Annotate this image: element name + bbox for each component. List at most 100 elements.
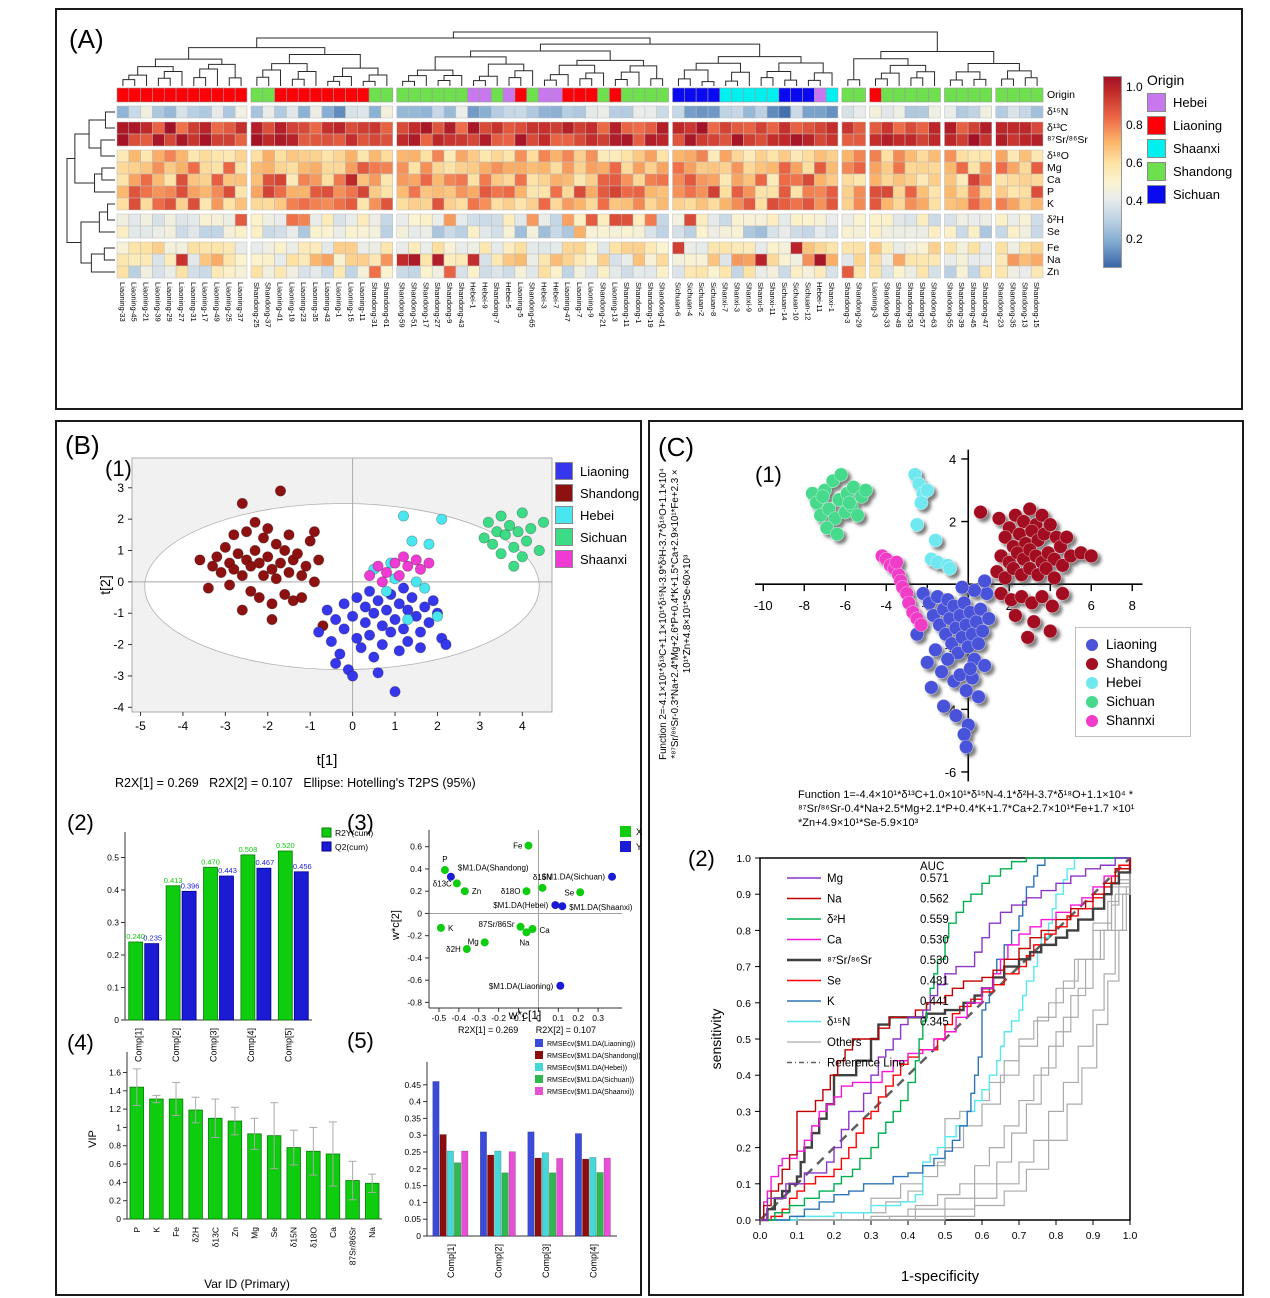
legend-swatch	[555, 484, 573, 502]
axis-text: 0	[116, 1214, 121, 1224]
axis-text: Se	[564, 888, 574, 897]
axis-text: RMSEcv($M1.DA(Hebei))	[547, 1065, 627, 1072]
axis-text: 0.6	[736, 998, 751, 1010]
axis-text: VIP	[87, 1130, 99, 1148]
axis-text: 0.396	[181, 881, 200, 890]
axis-text: 0.3	[736, 1106, 751, 1118]
axis-text: -6	[839, 598, 851, 613]
axis-text: 0.6	[975, 1230, 990, 1242]
axis-text: 0.9	[736, 889, 751, 901]
axis-text: 0.562	[920, 894, 949, 906]
axis-text: Function 2=-4.1×10¹*δ¹³C+1.1×10¹*δ¹⁵N-3.…	[658, 468, 669, 760]
axis-text: $M1.DA(Shandong)	[458, 864, 529, 873]
axis-text: 0.8	[1049, 1230, 1064, 1242]
discriminant-scatter-plot: -10-8-6-4-22468-6-4-2240	[754, 449, 1143, 782]
colorbar-tick: 0.6	[1126, 156, 1143, 170]
axis-text: δ18O	[501, 887, 521, 896]
b1-caption: R2X[1] = 0.269 R2X[2] = 0.107 Ellipse: H…	[115, 776, 476, 790]
heatmap-column-label: Hebei-9	[480, 282, 490, 309]
heatmap-column-label: Liaoning-43	[322, 282, 332, 322]
axis-text: 3	[477, 719, 484, 733]
equation-line: *Zn+4.9×10¹*Se-5.9×10³	[798, 817, 919, 829]
heatmap-column-label: Sichuan-2	[697, 282, 707, 317]
legend-label: Liaoning	[580, 463, 630, 479]
heatmap-column-label: Liaoning-39	[153, 282, 163, 322]
axis-text: -1	[305, 719, 316, 733]
axis-text: Comp[2]	[493, 1244, 503, 1278]
axis-text: Y	[636, 842, 642, 852]
axis-text: δ13C	[210, 1227, 220, 1247]
axis-text: 0.9	[1086, 1230, 1101, 1242]
axis-text: 0.4	[107, 885, 119, 895]
axis-text: ⁸⁷Sr/⁸⁶Sr	[827, 955, 872, 967]
axis-text: -1	[113, 606, 124, 620]
panel-c1-label: (1)	[755, 462, 782, 487]
heatmap-column-label: Liaoning-47	[563, 282, 573, 322]
heatmap-column-label: Shandong-55	[945, 282, 955, 328]
heatmap-column-label: Shanxi-7	[720, 282, 730, 312]
legend-swatch	[555, 506, 573, 524]
axis-text: 2	[434, 719, 441, 733]
column-dendrogram	[122, 31, 1038, 86]
panel-b2-label: (2)	[67, 810, 94, 835]
heatmap-column-label: Liaoning-9	[586, 282, 596, 318]
axis-text: 0.470	[201, 857, 220, 866]
axis-text: 0.6	[410, 842, 422, 852]
heatmap-row-label: Origin	[1047, 89, 1076, 101]
heatmap-row-label: δ¹⁵N	[1047, 106, 1069, 118]
axis-text: 0.443	[218, 866, 237, 875]
axis-text: 4	[519, 719, 526, 733]
heatmap-column-label: Liaoning-15	[346, 282, 356, 322]
axis-text: 0.530	[920, 955, 949, 967]
panel-b3-label: (3)	[347, 810, 374, 835]
heatmap-column-label: Shandong-15	[1032, 282, 1042, 328]
panel-b4-label: (4)	[67, 1030, 94, 1055]
axis-text: 1	[117, 544, 124, 558]
heatmap-column-label: Shandong-1	[633, 282, 643, 324]
axis-text: 0.530	[920, 935, 949, 947]
heatmap-column-label: Sichuan-14	[779, 282, 789, 321]
axis-text: AUC	[920, 861, 944, 873]
axis-text: -2	[262, 719, 273, 733]
axis-text: -6	[945, 765, 957, 780]
c1-legend-item: Sichuan	[1086, 694, 1182, 709]
axis-text: 0.8	[736, 925, 751, 937]
colorbar-gradient	[1103, 76, 1122, 268]
c1-legend-item: Hebei	[1086, 675, 1182, 690]
heatmap-row-label: Na	[1047, 254, 1061, 266]
axis-text: 1.0	[736, 853, 751, 865]
axis-text: 6	[1088, 598, 1095, 613]
axis-text: 0.25	[404, 1147, 421, 1157]
heatmap-column-label: Shanxi-11	[767, 282, 777, 316]
heatmap-row-label: δ²H	[1047, 214, 1064, 226]
heatmap-column-label: Sichuan-8	[708, 282, 718, 317]
panel-a-label: (A)	[69, 24, 104, 54]
heatmap-column-label: Sichuan-12	[803, 282, 813, 321]
scores-scatter-plot: -5 -4 -3 -2 -1 0 1 2 3 4 -4 -3 -2 -1 0 1 2 3 t[2]	[97, 457, 553, 733]
axis-text: -0.3	[471, 1013, 486, 1023]
legend-swatch	[555, 462, 573, 480]
heatmap-column-label: Liaoning-37	[236, 282, 246, 322]
axis-text: 0.559	[920, 914, 949, 926]
axis-text: 0.2	[736, 1143, 751, 1155]
axis-text: -0.4	[452, 1013, 467, 1023]
axis-text: RMSEcv($M1.DA(Liaoning))	[547, 1041, 635, 1048]
heatmap-column-label: Liaoning-49	[212, 282, 222, 322]
heatmap	[116, 87, 1044, 279]
axis-text: 1.0	[1123, 1230, 1138, 1242]
heatmap-column-label: Hebei-11	[815, 282, 825, 313]
axis-text: Reference Line	[827, 1058, 905, 1070]
axis-text: 0	[536, 1013, 541, 1023]
legend-dot	[1086, 657, 1098, 670]
heatmap-column-label: Shandong-51	[409, 282, 419, 328]
axis-text: 0.1	[107, 983, 119, 993]
axis-text: 0	[417, 908, 422, 918]
axis-text: 0	[349, 719, 356, 733]
heatmap-column-label: Sichuan-4	[685, 282, 695, 317]
heatmap-column-label: Liaoning-5	[515, 282, 525, 318]
axis-text: 3	[117, 481, 124, 495]
origin-legend-items: Hebei Liaoning Shaanxi Shandong Sichuan	[1147, 93, 1232, 204]
heatmap-column-label: Liaoning-17	[200, 282, 210, 322]
heatmap-column-label: Sichuan-6	[673, 282, 683, 317]
axis-text: -8	[798, 598, 810, 613]
